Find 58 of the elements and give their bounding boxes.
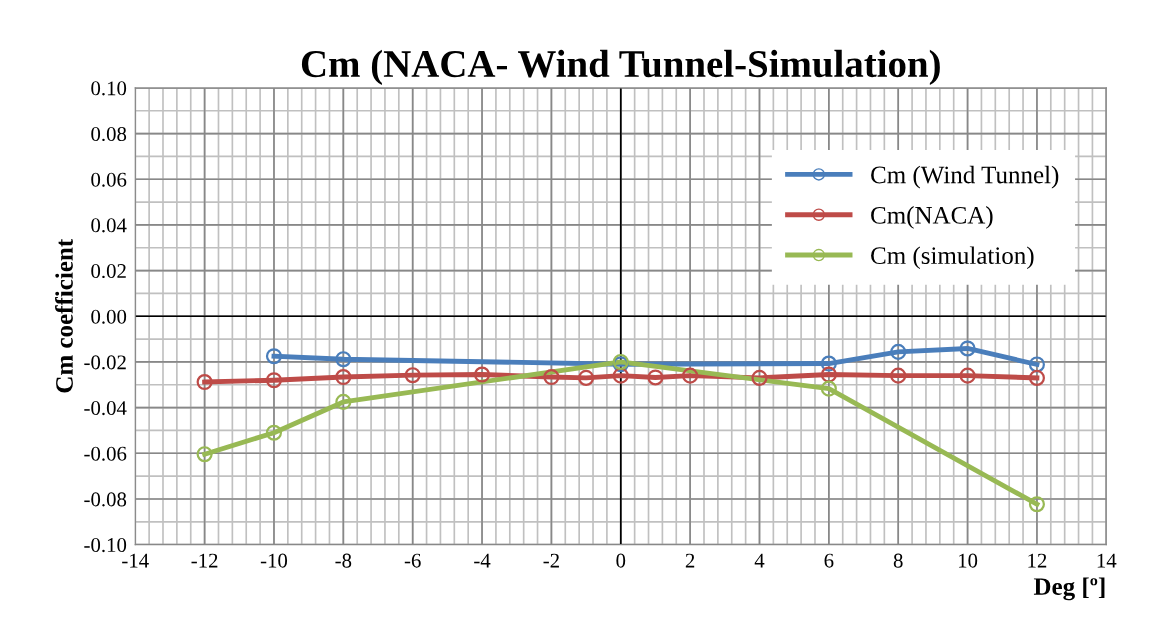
point — [751, 369, 768, 386]
y-tick-label: 0.06 — [91, 172, 127, 187]
x-tick-label: -4 — [474, 553, 491, 568]
x-tick-label: -6 — [404, 553, 421, 568]
point — [959, 340, 976, 357]
point — [335, 368, 352, 386]
legend-label: Cm (Wind Tunnel) — [871, 165, 1059, 189]
point — [682, 367, 699, 384]
y-tick-label: 0.00 — [91, 309, 127, 324]
point — [1028, 496, 1045, 513]
y-tick-label: -0.06 — [84, 446, 127, 461]
point — [474, 366, 491, 383]
y-tick-label: 0.08 — [91, 126, 127, 142]
point — [578, 369, 595, 386]
x-tick-label: -12 — [191, 553, 218, 568]
y-tick-label: 0.04 — [91, 218, 127, 233]
y-tick-label: -0.08 — [84, 492, 127, 507]
x-tick-label: 8 — [893, 553, 903, 568]
point — [543, 368, 560, 386]
point — [335, 351, 352, 368]
y-tick-label: -0.10 — [84, 538, 127, 553]
x-tick-label: 4 — [754, 553, 765, 568]
y-tick-label: -0.04 — [84, 400, 127, 416]
point — [612, 367, 629, 384]
y-axis-title: Cm coefficient — [55, 238, 73, 393]
point — [820, 380, 837, 397]
x-tick-label: 6 — [824, 553, 834, 568]
x-tick-label: 2 — [685, 553, 695, 568]
x-tick-label: -8 — [335, 553, 352, 568]
legend-label: Cm(NACA) — [871, 206, 993, 229]
x-tick-label: 14 — [1097, 553, 1117, 568]
point — [265, 348, 283, 365]
y-tick-label: 0.10 — [91, 81, 127, 96]
point — [1028, 356, 1045, 373]
point — [335, 393, 352, 410]
y-tick-label: 0.02 — [91, 263, 126, 279]
x-tick-label: 12 — [1028, 553, 1047, 568]
x-tick-label: 0 — [616, 553, 626, 568]
x-tick-label: -10 — [260, 553, 288, 568]
point — [647, 369, 664, 386]
chart-title: Cm (NACA- Wind Tunnel-Simulation) — [301, 49, 940, 86]
point — [196, 446, 213, 463]
point — [890, 343, 907, 360]
point — [265, 372, 283, 389]
x-tick-label: 10 — [958, 553, 978, 568]
x-axis-title: Deg [º] — [1033, 577, 1105, 601]
point — [820, 355, 837, 372]
legend-label: Cm (simulation) — [871, 246, 1034, 270]
point — [890, 367, 907, 384]
point — [404, 367, 421, 384]
y-tick-label: -0.02 — [84, 355, 126, 370]
point — [196, 373, 213, 391]
x-tick-label: -14 — [122, 553, 149, 568]
point — [820, 366, 837, 383]
point — [1028, 369, 1045, 386]
x-tick-label: -2 — [543, 553, 559, 568]
point — [959, 367, 976, 384]
point — [265, 424, 283, 441]
